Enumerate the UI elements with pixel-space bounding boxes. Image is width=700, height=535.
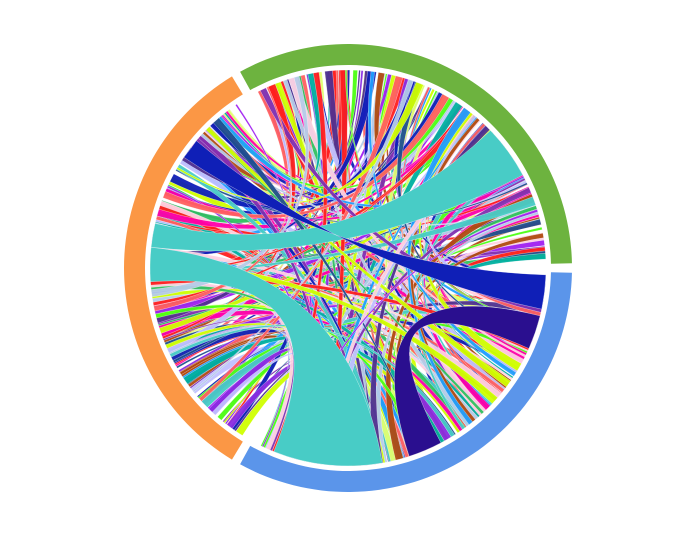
minor-chord [151, 75, 309, 298]
minor-chord [176, 81, 424, 204]
minor-chord [437, 253, 546, 379]
minor-chord [162, 319, 295, 452]
major-chord-2 [394, 306, 541, 457]
group-arcs [123, 43, 572, 492]
group-arc-2[interactable] [123, 76, 243, 460]
major-chord-3 [183, 140, 547, 310]
group-arc-0[interactable] [240, 43, 572, 264]
chord-ribbons [149, 69, 547, 467]
minor-chord [153, 86, 292, 312]
minor-chord [385, 193, 535, 461]
major-chord-0 [149, 247, 383, 467]
group-arc-1[interactable] [240, 272, 572, 492]
minor-chord [192, 79, 414, 393]
minor-chord [162, 93, 450, 219]
major-chord-1 [150, 130, 524, 252]
